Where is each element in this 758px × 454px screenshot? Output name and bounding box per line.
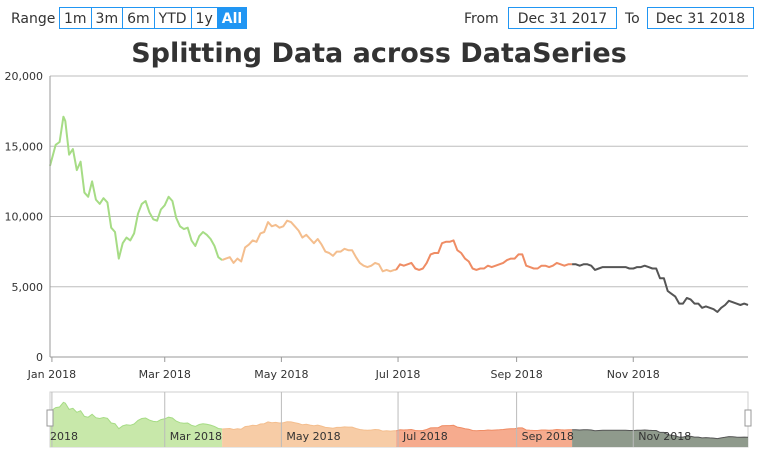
x-tick-label: Jul 2018 bbox=[375, 368, 421, 381]
range-button-group: 1m 3m 6m YTD 1y All bbox=[59, 7, 248, 29]
plot-area bbox=[49, 115, 749, 313]
navigator-area-3 bbox=[396, 425, 573, 447]
range-button-all[interactable]: All bbox=[217, 7, 248, 29]
series-line-1 bbox=[49, 115, 223, 261]
navigator[interactable]: 2018 Mar 2018 May 2018 Jul 2018 Sep 2018 Nov … bbox=[46, 391, 752, 448]
y-tick-label: 15,000 bbox=[5, 140, 44, 153]
navigator-tick-label: Nov 2018 bbox=[638, 430, 691, 443]
range-button-6m[interactable]: 6m bbox=[123, 7, 155, 29]
chart-title: Splitting Data across DataSeries bbox=[131, 38, 627, 69]
x-tick-label: May 2018 bbox=[254, 368, 308, 381]
to-date-input[interactable]: Dec 31 2018 bbox=[647, 7, 754, 29]
navigator-tick-label: Sep 2018 bbox=[522, 430, 574, 443]
y-tick-label: 5,000 bbox=[12, 281, 44, 294]
range-button-1m[interactable]: 1m bbox=[59, 7, 92, 29]
series-line-2 bbox=[221, 219, 397, 273]
navigator-area-2 bbox=[222, 421, 397, 447]
navigator-tick-label: 2018 bbox=[50, 430, 78, 443]
x-tick-label: Sep 2018 bbox=[490, 368, 542, 381]
axes: 0 5,000 10,000 15,000 20,000 Jan 2018 Mar 2018… bbox=[5, 70, 748, 381]
navigator-tick-label: May 2018 bbox=[286, 430, 340, 443]
navigator-tick-label: Mar 2018 bbox=[170, 430, 222, 443]
from-date-input[interactable]: Dec 31 2017 bbox=[508, 7, 617, 29]
navigator-line-1 bbox=[49, 401, 223, 430]
range-toolbar: Range 1m 3m 6m YTD 1y All From Dec 31 2017 To… bbox=[0, 0, 758, 38]
series-line-3 bbox=[395, 239, 573, 271]
navigator-line-2 bbox=[222, 421, 397, 432]
x-tick-label: Mar 2018 bbox=[139, 368, 191, 381]
y-tick-label: 20,000 bbox=[5, 70, 44, 83]
y-tick-label: 10,000 bbox=[5, 211, 44, 224]
range-label: Range bbox=[11, 11, 56, 27]
navigator-left-handle[interactable] bbox=[46, 409, 54, 427]
from-label: From bbox=[464, 11, 499, 27]
grid bbox=[50, 75, 748, 288]
to-label: To bbox=[625, 11, 640, 27]
y-tick-label: 0 bbox=[36, 351, 43, 364]
x-tick-label: Jan 2018 bbox=[27, 368, 76, 381]
series-line-4 bbox=[572, 263, 749, 313]
range-button-3m[interactable]: 3m bbox=[91, 7, 124, 29]
navigator-right-handle[interactable] bbox=[744, 409, 752, 427]
range-button-1y[interactable]: 1y bbox=[191, 7, 218, 29]
navigator-area-1 bbox=[50, 402, 223, 447]
range-button-ytd[interactable]: YTD bbox=[154, 7, 192, 29]
navigator-tick-label: Jul 2018 bbox=[402, 430, 448, 443]
x-tick-label: Nov 2018 bbox=[607, 368, 660, 381]
navigator-line-4 bbox=[572, 429, 749, 440]
navigator-line-3 bbox=[395, 424, 573, 432]
navigator-area-4 bbox=[572, 429, 748, 447]
